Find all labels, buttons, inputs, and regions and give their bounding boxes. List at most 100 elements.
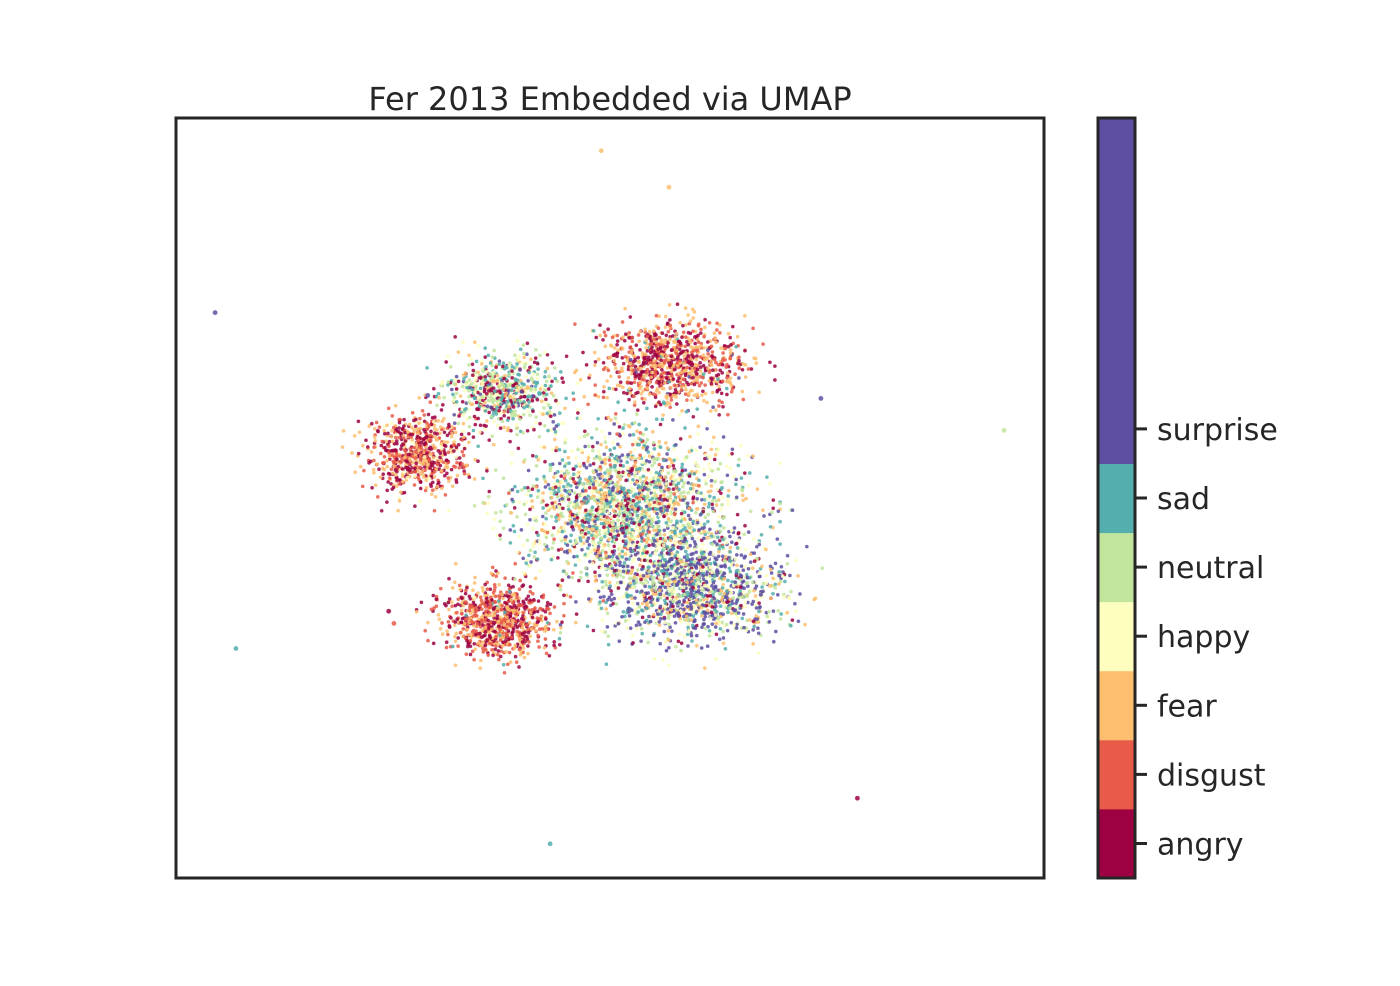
scatter-point <box>568 595 573 599</box>
scatter-point <box>600 548 605 553</box>
scatter-point <box>463 617 468 622</box>
scatter-point <box>651 329 656 334</box>
scatter-point <box>535 477 539 482</box>
scatter-point <box>596 472 601 477</box>
scatter-point <box>537 645 542 649</box>
scatter-point <box>439 441 444 446</box>
scatter-point <box>456 379 461 384</box>
scatter-point <box>603 457 608 462</box>
scatter-point <box>683 392 688 397</box>
scatter-point <box>695 348 700 353</box>
scatter-point <box>633 439 638 444</box>
scatter-point <box>392 464 396 469</box>
scatter-point <box>560 578 565 583</box>
scatter-point <box>686 480 691 485</box>
scatter-point <box>599 442 604 447</box>
scatter-point <box>522 355 527 360</box>
scatter-point <box>644 360 649 365</box>
scatter-point <box>676 481 681 486</box>
scatter-point <box>612 540 617 545</box>
scatter-point <box>694 357 699 362</box>
scatter-point <box>721 351 726 355</box>
scatter-point <box>473 384 478 389</box>
scatter-point <box>685 398 689 403</box>
scatter-point <box>598 323 602 328</box>
scatter-point <box>700 542 705 547</box>
scatter-point <box>713 408 718 413</box>
scatter-point <box>635 429 639 434</box>
scatter-point <box>751 326 756 331</box>
scatter-point <box>482 387 487 392</box>
scatter-point <box>664 354 669 359</box>
scatter-point <box>467 424 472 429</box>
scatter-point <box>582 463 587 468</box>
scatter-point <box>605 501 610 506</box>
scatter-point <box>409 425 414 430</box>
scatter-point <box>469 619 474 623</box>
scatter-point <box>615 432 620 437</box>
scatter-point <box>668 337 672 342</box>
scatter-point <box>481 406 486 410</box>
scatter-point <box>755 487 760 492</box>
scatter-point <box>632 371 637 376</box>
scatter-point <box>370 485 375 490</box>
scatter-point <box>534 463 539 468</box>
scatter-point <box>487 633 492 638</box>
scatter-point <box>654 480 659 485</box>
scatter-point <box>560 529 565 534</box>
scatter-point <box>493 594 498 599</box>
scatter-point <box>474 359 479 364</box>
scatter-point <box>612 495 617 500</box>
scatter-point <box>549 391 554 396</box>
scatter-point <box>499 381 504 386</box>
scatter-point <box>657 363 662 367</box>
scatter-point <box>714 503 719 507</box>
scatter-point <box>583 566 588 570</box>
scatter-point <box>645 348 650 353</box>
scatter-point <box>572 491 577 495</box>
scatter-point <box>458 394 463 399</box>
scatter-point <box>717 398 722 403</box>
scatter-point <box>636 355 641 360</box>
scatter-point <box>479 618 484 623</box>
scatter-point <box>654 353 658 358</box>
scatter-point <box>492 348 497 353</box>
scatter-point <box>728 376 733 381</box>
scatter-point <box>508 660 513 665</box>
scatter-point <box>576 411 580 415</box>
scatter-point <box>484 369 489 374</box>
scatter-point <box>375 462 380 467</box>
scatter-point <box>597 550 601 555</box>
scatter-point <box>651 354 655 359</box>
scatter-point <box>721 404 725 409</box>
scatter-point <box>687 392 691 397</box>
scatter-point <box>607 386 612 391</box>
scatter-point <box>445 464 449 469</box>
scatter-point <box>605 395 610 400</box>
scatter-point <box>471 428 476 433</box>
scatter-plot-area <box>212 148 1007 847</box>
scatter-point <box>417 416 422 421</box>
scatter-point <box>684 387 688 392</box>
scatter-point <box>621 335 626 340</box>
scatter-point <box>402 490 407 495</box>
scatter-point <box>535 495 540 500</box>
scatter-point <box>382 460 386 465</box>
scatter-point <box>537 491 541 496</box>
scatter-point <box>657 400 661 405</box>
scatter-point <box>486 501 491 506</box>
scatter-point <box>502 413 507 418</box>
scatter-point <box>616 442 620 447</box>
scatter-point <box>666 504 671 509</box>
scatter-point <box>525 499 529 504</box>
scatter-point <box>728 335 733 340</box>
scatter-point <box>647 329 652 334</box>
scatter-point <box>652 337 657 342</box>
scatter-point <box>650 370 654 375</box>
scatter-point <box>715 389 720 394</box>
scatter-point <box>548 414 553 419</box>
scatter-point <box>666 371 671 376</box>
scatter-point <box>607 431 612 436</box>
scatter-point <box>513 353 517 358</box>
scatter-point <box>506 399 510 404</box>
